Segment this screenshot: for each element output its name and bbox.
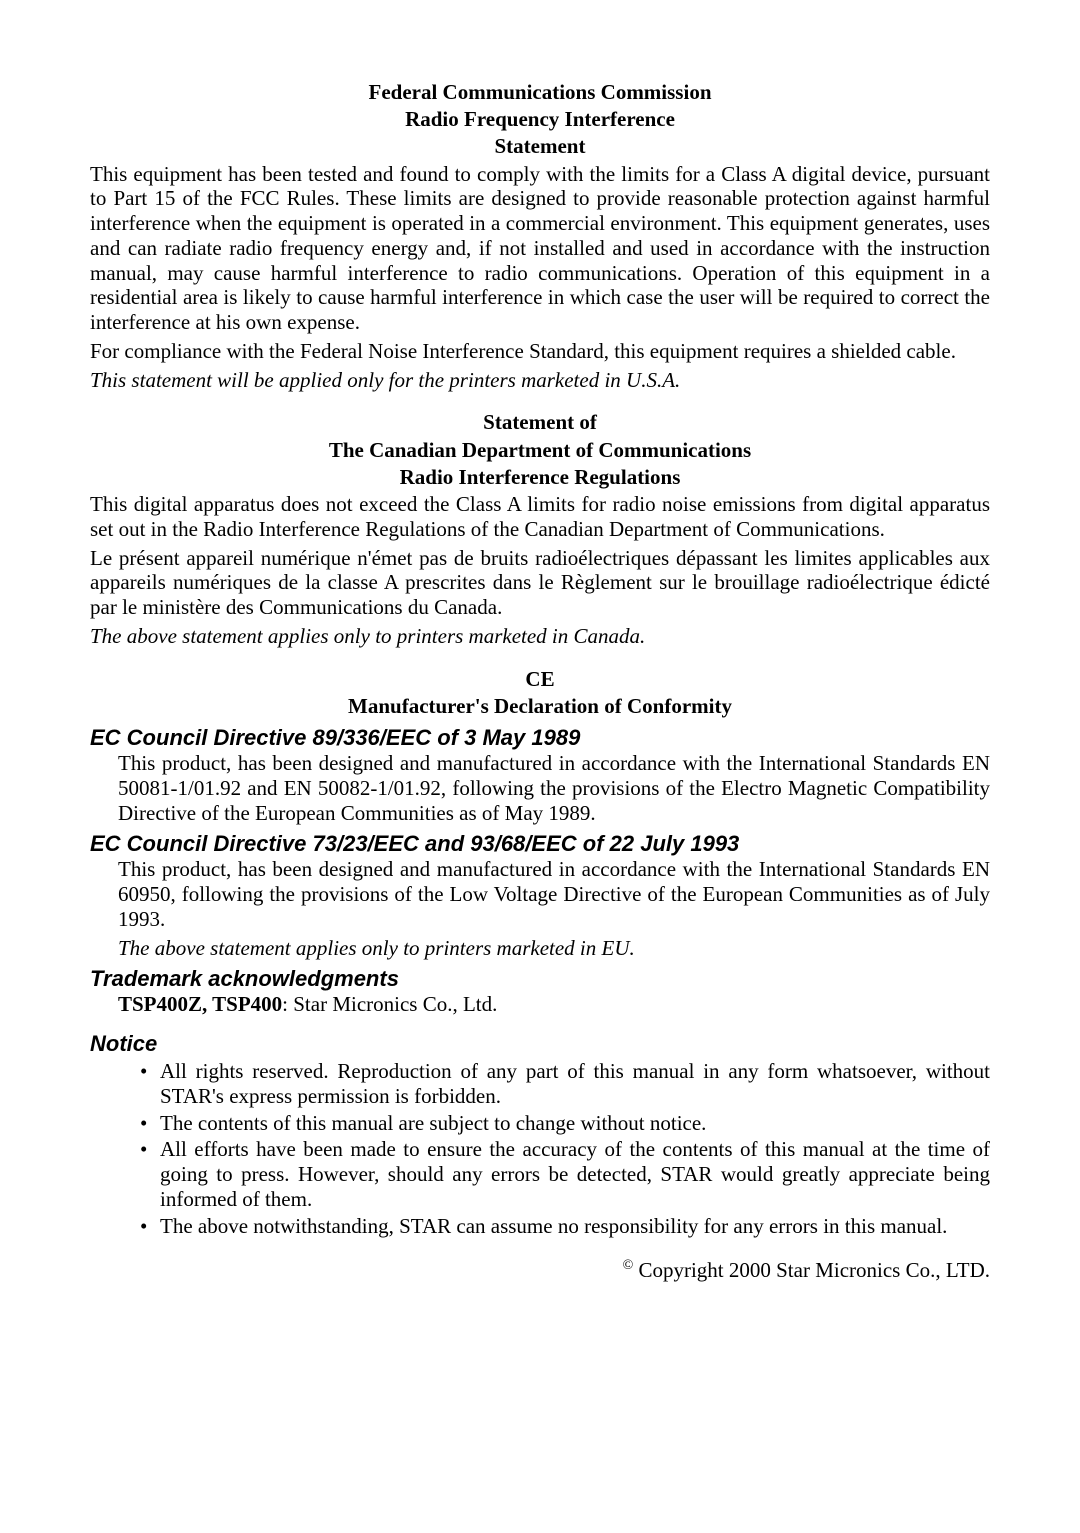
fcc-note: This statement will be applied only for … — [90, 368, 990, 393]
fcc-paragraph-2: For compliance with the Federal Noise In… — [90, 339, 990, 364]
fcc-paragraph-1: This equipment has been tested and found… — [90, 162, 990, 335]
fcc-heading-1: Federal Communications Commission — [90, 80, 990, 105]
notice-title: Notice — [90, 1031, 990, 1057]
bullet-icon: • — [140, 1137, 160, 1211]
canada-heading-3: Radio Interference Regulations — [90, 465, 990, 490]
copyright-line: © Copyright 2000 Star Micronics Co., LTD… — [90, 1258, 990, 1283]
canada-note: The above statement applies only to prin… — [90, 624, 990, 649]
canada-paragraph-2: Le présent appareil numérique n'émet pas… — [90, 546, 990, 620]
trademark-company: : Star Micronics Co., Ltd. — [282, 992, 497, 1016]
ec-directive-1-title: EC Council Directive 89/336/EEC of 3 May… — [90, 725, 990, 751]
bullet-icon: • — [140, 1214, 160, 1239]
ec-note: The above statement applies only to prin… — [118, 936, 990, 961]
ec-directive-1-body: This product, has been designed and manu… — [118, 751, 990, 825]
ce-heading-2: Manufacturer's Declaration of Conformity — [90, 694, 990, 719]
notice-list: • All rights reserved. Reproduction of a… — [90, 1059, 990, 1238]
list-item: • The contents of this manual are subjec… — [140, 1111, 990, 1136]
trademark-title: Trademark acknowledgments — [90, 966, 990, 992]
canada-paragraph-1: This digital apparatus does not exceed t… — [90, 492, 990, 542]
notice-item-1: All rights reserved. Reproduction of any… — [160, 1059, 990, 1109]
trademark-body: TSP400Z, TSP400: Star Micronics Co., Ltd… — [118, 992, 990, 1017]
list-item: • All efforts have been made to ensure t… — [140, 1137, 990, 1211]
canada-heading-2: The Canadian Department of Communication… — [90, 438, 990, 463]
document-page: Federal Communications Commission Radio … — [0, 0, 1080, 1343]
notice-item-3: All efforts have been made to ensure the… — [160, 1137, 990, 1211]
notice-item-2: The contents of this manual are subject … — [160, 1111, 990, 1136]
bullet-icon: • — [140, 1111, 160, 1136]
ec-directive-2-body: This product, has been designed and manu… — [118, 857, 990, 931]
fcc-heading-3: Statement — [90, 134, 990, 159]
list-item: • All rights reserved. Reproduction of a… — [140, 1059, 990, 1109]
notice-item-4: The above notwithstanding, STAR can assu… — [160, 1214, 990, 1239]
list-item: • The above notwithstanding, STAR can as… — [140, 1214, 990, 1239]
ec-directive-2-title: EC Council Directive 73/23/EEC and 93/68… — [90, 831, 990, 857]
ce-heading-1: CE — [90, 667, 990, 692]
fcc-heading-2: Radio Frequency Interference — [90, 107, 990, 132]
copyright-text: Copyright 2000 Star Micronics Co., LTD. — [633, 1258, 990, 1282]
trademark-products: TSP400Z, TSP400 — [118, 992, 282, 1016]
copyright-icon: © — [623, 1258, 634, 1273]
canada-heading-1: Statement of — [90, 410, 990, 435]
bullet-icon: • — [140, 1059, 160, 1109]
